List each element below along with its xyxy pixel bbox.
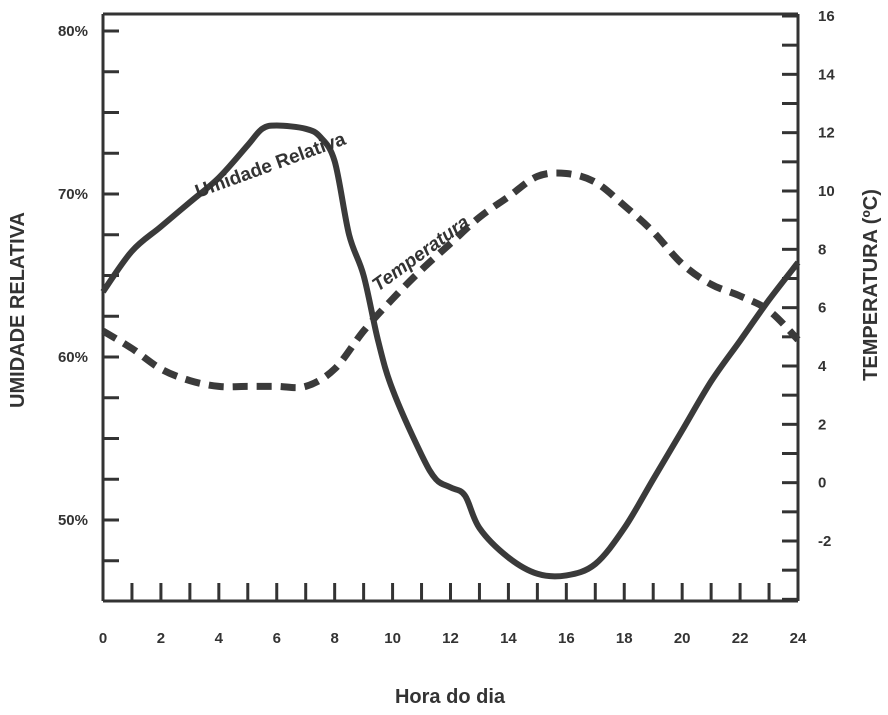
y-left-tick-label: 70% [58,186,88,203]
x-tick-label: 24 [790,630,807,647]
x-tick-label: 2 [157,630,165,647]
labels: 0 2 4 6 8 10 12 14 16 18 20 22 2480%70%60%50%1614121… [7,8,882,708]
humidity-series-label: Umidade Relativa [193,129,349,203]
y-right-tick-label: 6 [818,300,826,317]
x-tick-label: 12 [442,630,459,647]
y-left-axis-title: UMIDADE RELATIVA [7,212,29,408]
y-left-tick-label: 80% [58,23,88,40]
x-tick-label: 0 [99,630,107,647]
y-right-tick-label: -2 [818,533,831,550]
y-right-tick-label: 4 [818,358,827,375]
x-tick-label: 18 [616,630,633,647]
x-axis-title: Hora do dia [395,686,506,708]
x-tick-label: 6 [273,630,281,647]
y-right-tick-label: 10 [818,183,835,200]
y-right-tick-label: 16 [818,8,835,25]
x-tick-label: 4 [215,630,224,647]
y-left-tick-label: 50% [58,512,88,529]
y-right-tick-label: 12 [818,125,835,142]
x-tick-label: 22 [732,630,749,647]
x-tick-label: 20 [674,630,691,647]
y-right-tick-label: 14 [818,66,835,83]
x-tick-label: 16 [558,630,575,647]
x-tick-label: 14 [500,630,517,647]
temperature-line [101,169,801,392]
series-lines [100,122,801,580]
x-tick-label: 8 [330,630,338,647]
y-right-axis-title: TEMPERATURA (ºC) [860,189,882,381]
x-tick-label: 10 [384,630,401,647]
y-right-tick-label: 8 [818,241,826,258]
y-right-tick-label: 2 [818,416,826,433]
temperature-series-label: Temperatura [369,212,474,296]
y-left-tick-label: 60% [58,349,88,366]
axes [101,12,800,603]
y-right-tick-label: 0 [818,475,826,492]
humidity-line [100,122,801,580]
